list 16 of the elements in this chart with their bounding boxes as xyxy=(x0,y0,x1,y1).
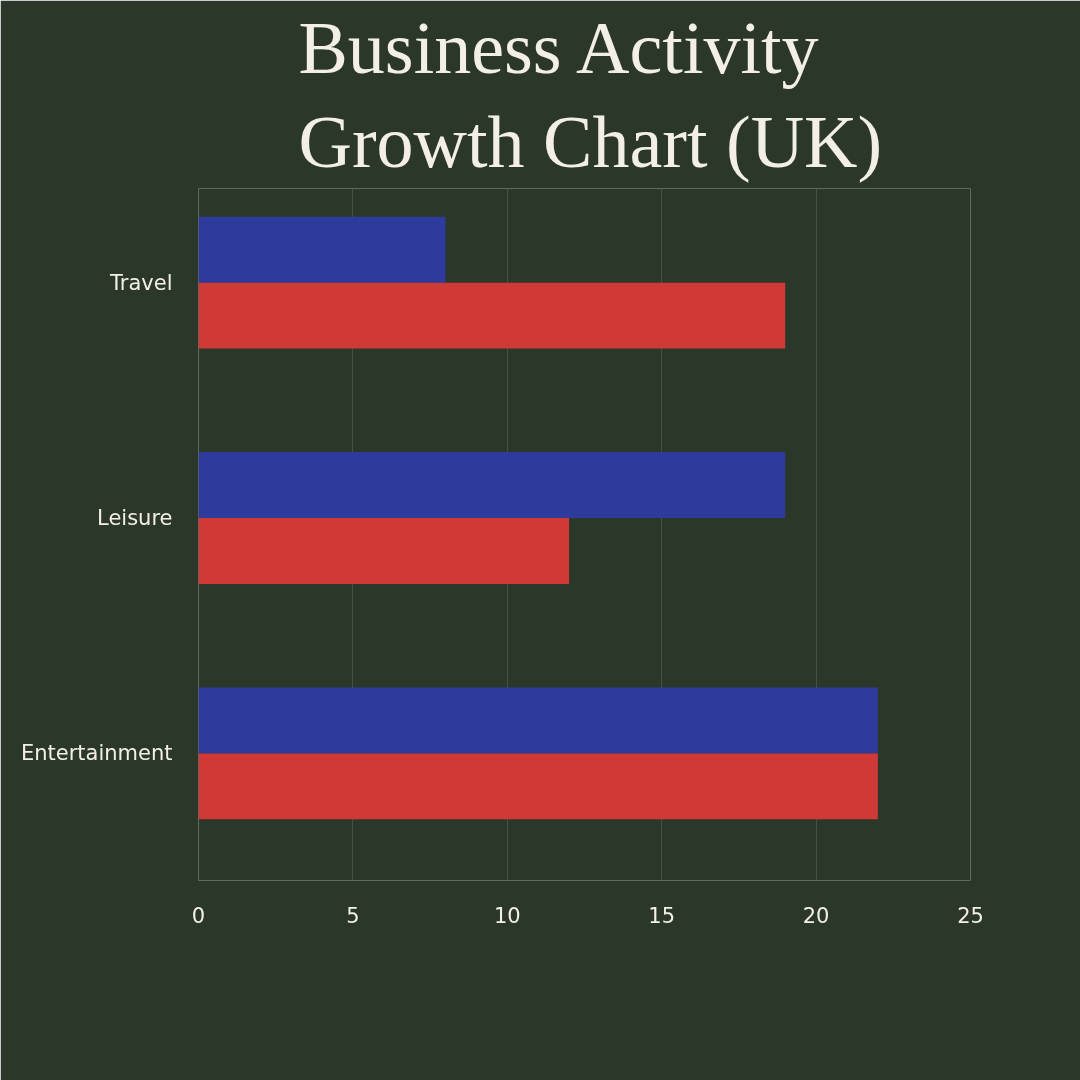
y-tick-label: Travel xyxy=(109,270,173,295)
bar xyxy=(198,687,878,754)
bar xyxy=(198,216,446,283)
bar xyxy=(198,518,570,584)
x-tick-label: 0 xyxy=(191,903,206,928)
x-tick-label: 15 xyxy=(648,903,676,928)
bar xyxy=(198,282,786,349)
y-tick-label: Leisure xyxy=(97,506,173,531)
x-tick-label: 5 xyxy=(346,903,360,928)
chart-title: Business Activity Growth Chart (UK) xyxy=(298,7,883,184)
x-tick-label: 20 xyxy=(802,903,830,928)
bar xyxy=(198,452,786,519)
bar xyxy=(198,753,878,820)
x-tick-label: 10 xyxy=(493,903,521,928)
y-tick-label: Entertainment xyxy=(20,741,173,766)
x-tick-label: 25 xyxy=(957,903,984,928)
